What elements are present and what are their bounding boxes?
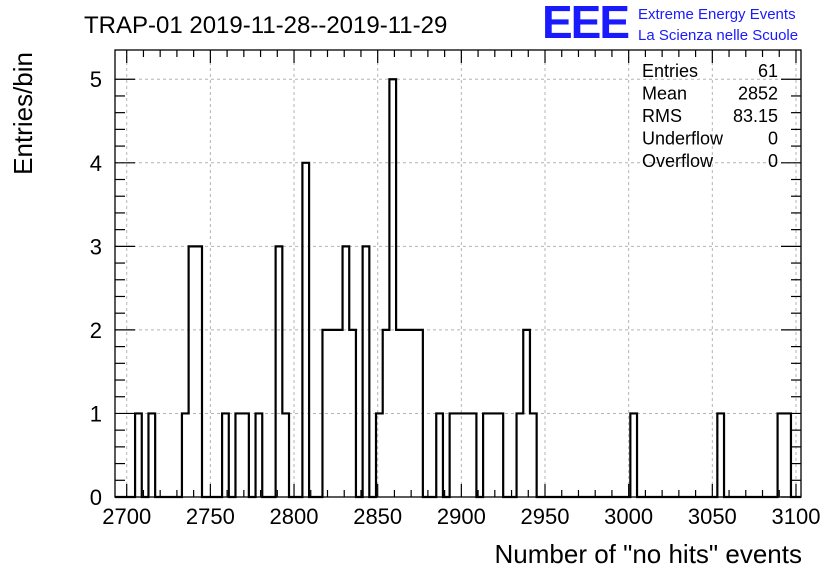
stats-value: 83.15	[733, 106, 778, 126]
y-tick-label: 0	[90, 485, 102, 510]
histogram-bin	[490, 413, 497, 497]
stats-label: Underflow	[642, 129, 724, 149]
x-tick-label: 3050	[688, 504, 737, 529]
x-tick-label: 2850	[353, 504, 402, 529]
stats-value: 0	[768, 129, 778, 149]
grid-lines	[115, 50, 801, 497]
x-tick-label: 3000	[604, 504, 653, 529]
y-tick-label: 3	[90, 234, 102, 259]
x-tick-label: 2700	[102, 504, 151, 529]
logo-line-2: La Scienza nelle Scuole	[638, 27, 798, 44]
x-tick-label: 2950	[521, 504, 570, 529]
plot-frame	[114, 49, 802, 498]
y-tick-label: 1	[90, 401, 102, 426]
axis-ticks	[115, 50, 801, 498]
y-tick-label: 5	[90, 67, 102, 92]
x-tick-label: 2750	[186, 504, 235, 529]
y-tick-label: 2	[90, 318, 102, 343]
histogram-bin	[456, 413, 463, 497]
stats-value: 2852	[738, 84, 778, 104]
stats-value: 0	[768, 151, 778, 171]
tick-labels: 2700 2750 2800 2850 2900 2950 3000 3050 31000123…	[90, 67, 821, 529]
y-axis-title: Entries/bin	[8, 52, 38, 175]
stats-box: Entries 61 Mean 2852 RMS 83.15 Underflow 0 Overf…	[642, 61, 778, 171]
x-tick-label: 2800	[270, 504, 319, 529]
x-axis-title: Number of "no hits" events	[495, 539, 803, 569]
stats-value: 61	[758, 61, 778, 81]
eee-logo: EEE Extreme Energy Events La Scienza nel…	[542, 0, 798, 48]
stats-label: Overflow	[642, 151, 714, 171]
x-tick-label: 3100	[772, 504, 821, 529]
stats-label: Entries	[642, 61, 698, 81]
stats-label: Mean	[642, 84, 687, 104]
chart-title: TRAP-01 2019-11-28--2019-11-29	[84, 12, 447, 39]
x-tick-label: 2900	[437, 504, 486, 529]
histogram-bin	[463, 413, 470, 497]
y-tick-label: 4	[90, 151, 102, 176]
logo-line-1: Extreme Energy Events	[638, 6, 796, 23]
eee-logo-mark: EEE	[542, 0, 628, 48]
stats-label: RMS	[642, 106, 682, 126]
